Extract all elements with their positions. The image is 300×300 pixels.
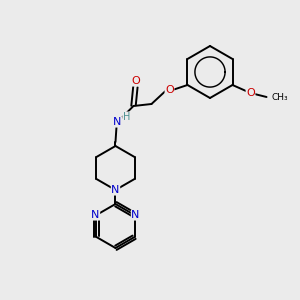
Text: N: N <box>91 210 100 220</box>
Text: H: H <box>123 112 130 122</box>
Text: N: N <box>113 117 122 127</box>
Text: N: N <box>111 185 120 195</box>
Text: O: O <box>246 88 255 98</box>
Text: N: N <box>131 210 140 220</box>
Text: O: O <box>131 76 140 86</box>
Text: O: O <box>165 85 174 95</box>
Text: CH₃: CH₃ <box>272 94 288 103</box>
